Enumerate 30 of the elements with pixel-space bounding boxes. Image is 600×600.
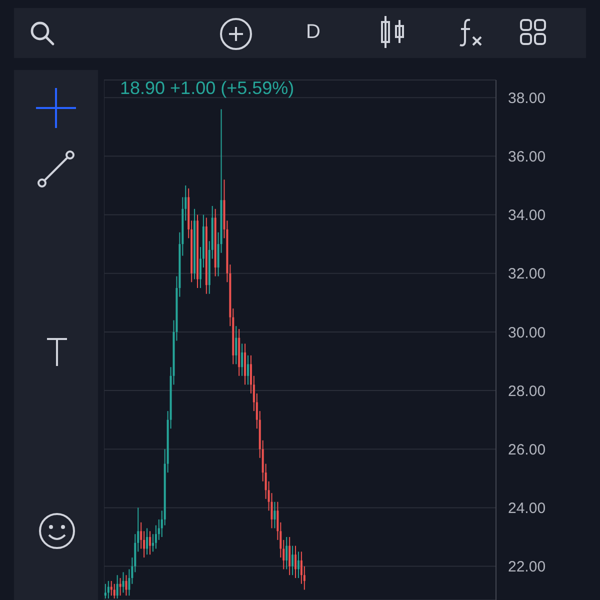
y-tick-label: 22.00 xyxy=(508,558,546,576)
y-tick-label: 24.00 xyxy=(508,500,546,518)
candlestick xyxy=(297,551,300,579)
text: D xyxy=(306,21,320,44)
y-tick-label: 36.00 xyxy=(508,148,546,166)
y-tick-label: 28.00 xyxy=(508,382,546,400)
candlestick xyxy=(122,572,124,594)
candlestick xyxy=(107,580,110,600)
candlestick xyxy=(244,343,246,386)
candlestick xyxy=(292,545,294,576)
candlestick xyxy=(288,536,291,576)
y-tick-label: 26.00 xyxy=(508,441,546,458)
candlestick xyxy=(294,545,297,579)
chart-subtitle: 18.90 +1.00 (+5.59%) xyxy=(120,78,294,99)
candlestick xyxy=(241,343,244,376)
candlestick xyxy=(148,530,151,556)
candlestick xyxy=(113,583,116,600)
candlestick xyxy=(146,528,148,556)
y-tick-label: 30.00 xyxy=(508,324,546,342)
candlestick xyxy=(116,574,118,600)
candlestick xyxy=(119,578,122,596)
candlestick xyxy=(286,536,288,570)
candlestick xyxy=(246,354,249,386)
candlestick xyxy=(104,583,106,600)
candlestick xyxy=(274,501,276,529)
y-tick-label: 34.00 xyxy=(508,207,546,224)
y-tick-label: 32.00 xyxy=(508,266,546,283)
candlestick xyxy=(125,574,128,596)
candlestick xyxy=(235,326,238,365)
y-tick-label: 38.00 xyxy=(508,90,546,107)
